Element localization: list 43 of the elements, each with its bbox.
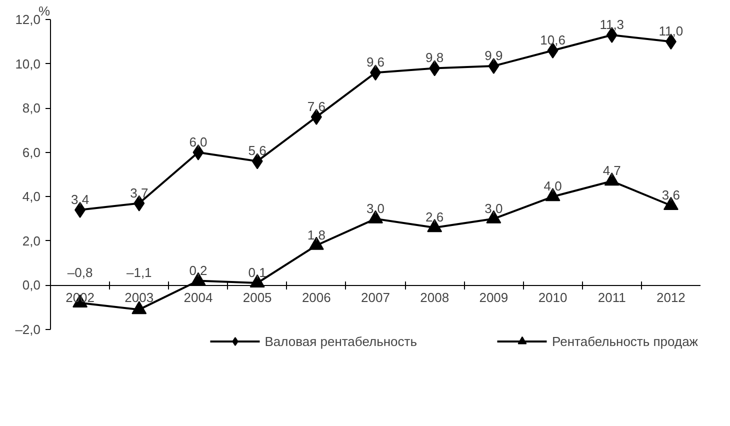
data-label: 11,3 (600, 17, 624, 32)
data-label: –1,1 (126, 265, 152, 280)
data-label: 10,6 (540, 32, 566, 48)
y-tick-label: –2,0 (15, 322, 41, 337)
data-label: 9,8 (426, 50, 444, 66)
x-tick-label: 2004 (184, 290, 213, 306)
y-tick-label: 10,0 (15, 56, 41, 72)
data-label: 4,7 (602, 163, 621, 178)
legend-label: Валовая рентабельность (264, 334, 418, 348)
x-tick-label: 2003 (124, 290, 154, 306)
data-label: 6,0 (189, 134, 208, 150)
data-label: 0,1 (248, 265, 266, 280)
x-tick-label: 2008 (420, 290, 450, 306)
data-label: –0,8 (67, 265, 93, 280)
data-label: 3,4 (71, 192, 90, 207)
y-tick-label: 12,0 (15, 12, 41, 27)
x-tick-label: 2006 (302, 290, 331, 306)
y-tick-label: 0,0 (22, 278, 41, 293)
data-label: 2,6 (426, 210, 444, 225)
x-tick-label: 2012 (656, 290, 686, 306)
x-tick-label: 2007 (361, 290, 390, 306)
x-tick-label: 2011 (598, 290, 626, 306)
y-tick-label: 4,0 (22, 189, 41, 204)
data-label: 3,0 (484, 200, 503, 216)
data-label: 4,0 (544, 178, 562, 194)
y-axis-title: % (38, 4, 50, 18)
x-tick-label: 2009 (479, 290, 508, 306)
data-label: 9,9 (484, 48, 503, 63)
y-tick-label: 6,0 (22, 144, 41, 160)
data-label: 3,0 (366, 200, 385, 216)
x-tick-label: 2005 (242, 290, 272, 306)
y-tick-label: 2,0 (22, 233, 41, 248)
data-label: 7,6 (307, 98, 326, 114)
data-label: 9,6 (366, 54, 385, 70)
data-label: 3,6 (662, 188, 680, 202)
y-tick-label: 8,0 (22, 100, 41, 116)
data-label: 5,6 (248, 143, 266, 158)
x-tick-label: 2010 (538, 290, 568, 306)
data-label: 11,0 (658, 24, 684, 39)
data-label: 0,2 (189, 262, 208, 278)
data-label: 1,8 (307, 227, 326, 242)
legend-label: Рентабельность продаж (552, 334, 698, 348)
data-label: 3,7 (130, 185, 148, 200)
